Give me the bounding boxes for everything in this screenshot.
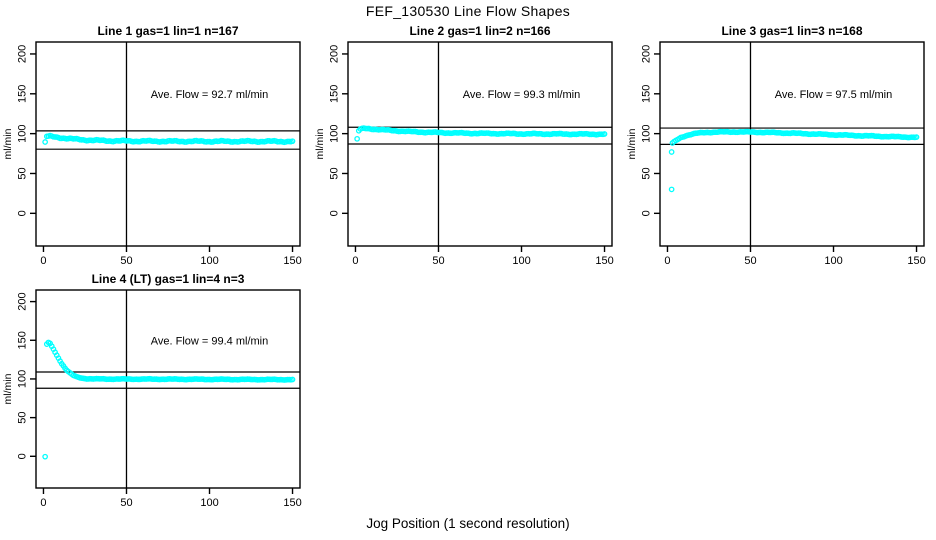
x-tick-label: 50: [120, 255, 132, 267]
y-tick-label: 0: [329, 210, 341, 216]
data-point: [668, 149, 675, 155]
x-tick-label: 50: [744, 255, 756, 267]
subplot-title: Line 3 gas=1 lin=3 n=168: [721, 24, 862, 38]
y-tick-label: 0: [17, 453, 29, 459]
subplot-title: Line 4 (LT) gas=1 lin=4 n=3: [92, 272, 245, 286]
series-points: [42, 132, 296, 146]
y-tick-label: 50: [641, 167, 653, 179]
figure-title: FEF_130530 Line Flow Shapes: [365, 3, 571, 19]
data-point: [289, 138, 296, 145]
y-tick-label: 100: [17, 124, 29, 142]
subplot-title: Line 1 gas=1 lin=1 n=167: [97, 24, 238, 38]
y-tick-label: 50: [17, 411, 29, 423]
y-tick-label: 0: [17, 210, 29, 216]
data-point: [42, 453, 48, 460]
y-tick-label: 200: [17, 292, 29, 310]
ave-flow-annotation: Ave. Flow = 92.7 ml/min: [151, 89, 268, 101]
plot-box: [35, 41, 301, 247]
data-point: [601, 131, 608, 137]
ave-flow-annotation: Ave. Flow = 99.3 ml/min: [463, 89, 580, 101]
subplot-3: 0 50 100 150 0 50 100 150 200 ml/min Line 3 gas=1 …: [626, 24, 926, 267]
y-tick-label: 50: [17, 167, 29, 179]
y-axis-label: ml/min: [2, 373, 14, 404]
x-tick-label: 100: [200, 497, 218, 509]
x-tick-label: 100: [512, 255, 530, 267]
x-tick-label: 50: [120, 497, 132, 509]
plot-box: [35, 289, 301, 489]
y-tick-label: 150: [17, 331, 29, 349]
y-tick-label: 200: [17, 45, 29, 63]
y-axis-label: ml/min: [626, 128, 638, 159]
subplot-title: Line 2 gas=1 lin=2 n=166: [409, 24, 550, 38]
subplot-2: 0 50 100 150 0 50 100 150 200 ml/min Line 2 gas=1 …: [314, 24, 614, 267]
x-tick-label: 150: [595, 255, 613, 267]
y-tick-label: 200: [329, 45, 341, 63]
y-tick-label: 150: [641, 85, 653, 103]
series-points: [668, 128, 920, 193]
data-point: [668, 186, 675, 193]
y-tick-label: 100: [641, 124, 653, 142]
x-tick-label: 0: [40, 497, 46, 509]
x-tick-label: 0: [352, 255, 358, 267]
x-tick-label: 100: [824, 255, 842, 267]
y-tick-label: 100: [329, 124, 341, 142]
ave-flow-annotation: Ave. Flow = 99.4 ml/min: [151, 335, 268, 347]
x-tick-label: 150: [283, 255, 301, 267]
x-axis-label: Jog Position (1 second resolution): [366, 516, 570, 531]
x-tick-label: 150: [283, 497, 301, 509]
ave-flow-annotation: Ave. Flow = 97.5 ml/min: [775, 89, 892, 101]
subplot-1: 0 50 100 150 0 50 100 150 200 ml/min Line 1 gas=1 …: [2, 24, 302, 267]
subplot-4: 0 50 100 150 0 50 100 150 200 ml/min Line 4 (LT) g…: [2, 272, 302, 509]
y-tick-label: 100: [17, 370, 29, 388]
data-point: [913, 134, 920, 140]
x-tick-label: 50: [432, 255, 444, 267]
y-axis-label: ml/min: [314, 128, 326, 159]
y-tick-label: 150: [329, 85, 341, 103]
y-tick-label: 0: [641, 210, 653, 216]
y-tick-label: 150: [17, 85, 29, 103]
series-points: [42, 339, 296, 460]
x-tick-label: 0: [664, 255, 670, 267]
x-tick-label: 0: [40, 255, 46, 267]
y-tick-label: 50: [329, 167, 341, 179]
x-tick-label: 150: [907, 255, 925, 267]
data-point: [354, 135, 360, 142]
y-axis-label: ml/min: [2, 128, 14, 159]
data-point: [289, 376, 296, 383]
data-point: [42, 139, 48, 145]
y-tick-label: 200: [641, 45, 653, 63]
x-tick-label: 100: [200, 255, 218, 267]
series-points: [354, 125, 608, 142]
